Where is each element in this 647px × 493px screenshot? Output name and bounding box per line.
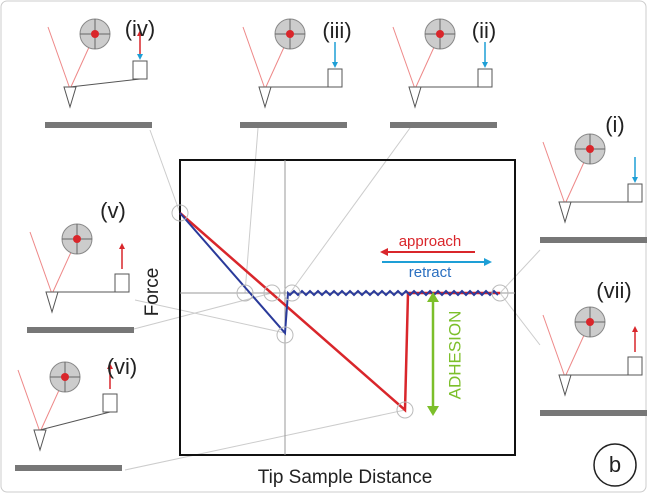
sample	[390, 122, 497, 128]
laser-spot	[436, 30, 444, 38]
piezo	[133, 61, 147, 79]
piezo	[115, 274, 129, 292]
panel-label: (ii)	[472, 18, 496, 43]
sample	[540, 237, 647, 243]
panel-label: (vii)	[596, 278, 631, 303]
laser-spot	[73, 235, 81, 243]
legend-approach: approach	[399, 233, 462, 250]
panel-label: (iii)	[322, 18, 351, 43]
piezo	[103, 394, 117, 412]
y-label: Force	[142, 268, 163, 317]
diagram: approach retract ADHESION Force Tip Samp…	[0, 0, 647, 493]
panel-label: (v)	[100, 198, 126, 223]
piezo	[478, 69, 492, 87]
laser-spot	[61, 373, 69, 381]
laser-spot	[586, 145, 594, 153]
sample	[27, 327, 134, 333]
panel-label: (i)	[605, 112, 625, 137]
laser-spot	[91, 30, 99, 38]
panel-letter: b	[609, 452, 621, 477]
piezo	[628, 357, 642, 375]
sample	[15, 465, 122, 471]
sample	[45, 122, 152, 128]
x-label: Tip Sample Distance	[258, 467, 433, 488]
sample	[540, 410, 647, 416]
piezo	[328, 69, 342, 87]
piezo	[628, 184, 642, 202]
panel-label: (iv)	[125, 16, 156, 41]
panel-label: (vi)	[107, 354, 138, 379]
legend-retract: retract	[409, 264, 452, 281]
adhesion-label: ADHESION	[445, 311, 464, 400]
laser-spot	[286, 30, 294, 38]
sample	[240, 122, 347, 128]
laser-spot	[586, 318, 594, 326]
